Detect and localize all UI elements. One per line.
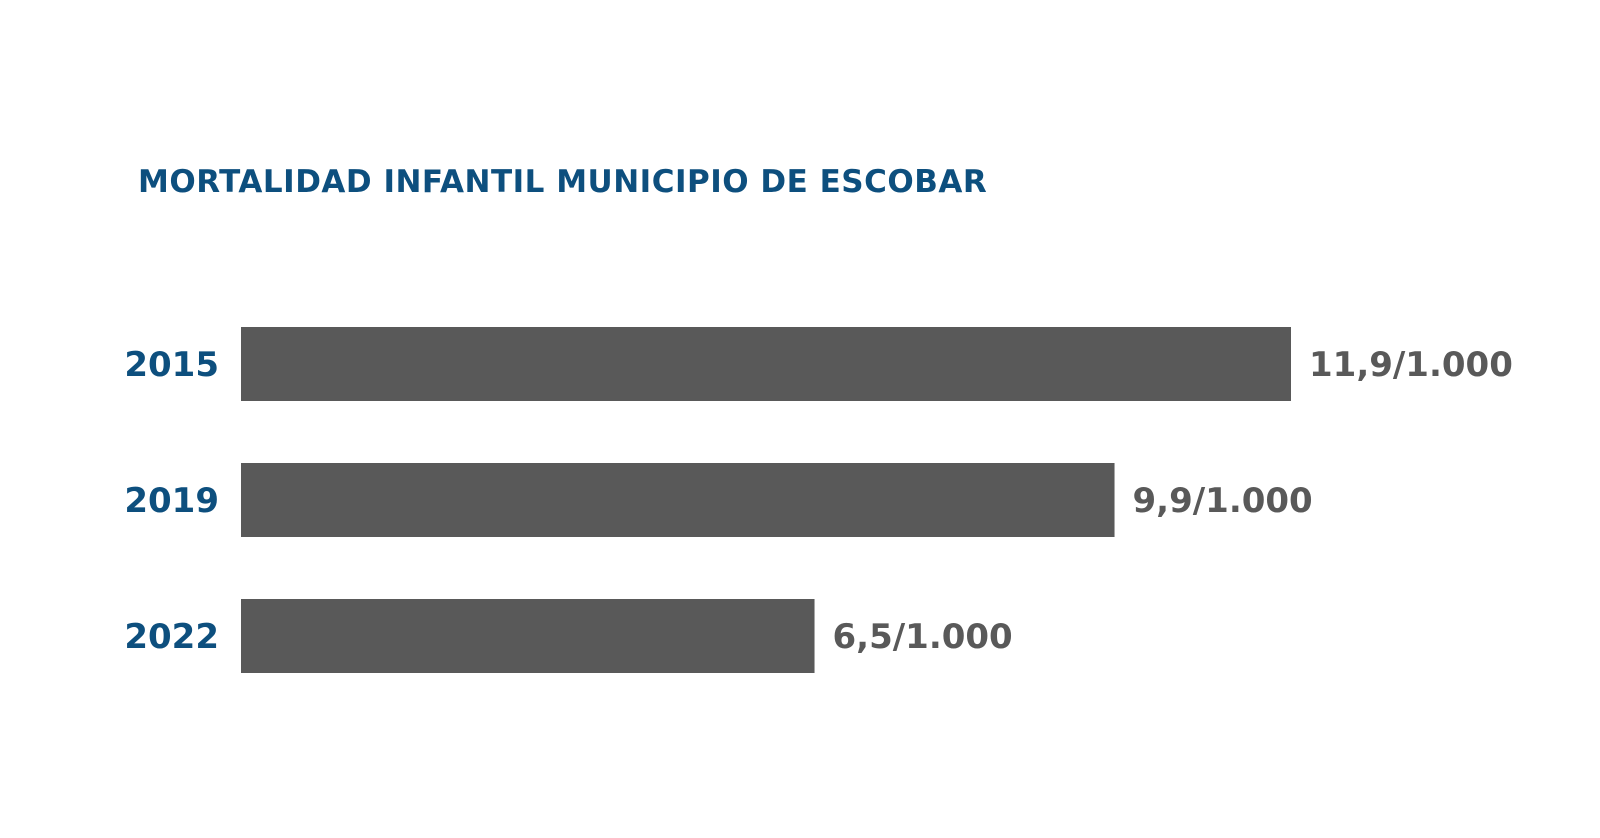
value-label-2015: 11,9/1.000	[1309, 345, 1513, 385]
value-label-2022: 6,5/1.000	[833, 617, 1013, 657]
value-label-2019: 9,9/1.000	[1133, 481, 1313, 521]
category-label-2022: 2022	[124, 617, 219, 657]
bar-2022	[241, 599, 815, 673]
category-label-2019: 2019	[124, 481, 219, 521]
category-label-2015: 2015	[124, 345, 219, 385]
bar-2015	[241, 327, 1291, 401]
bar-2019	[241, 463, 1115, 537]
chart-title: MORTALIDAD INFANTIL MUNICIPIO DE ESCOBAR	[138, 164, 988, 200]
